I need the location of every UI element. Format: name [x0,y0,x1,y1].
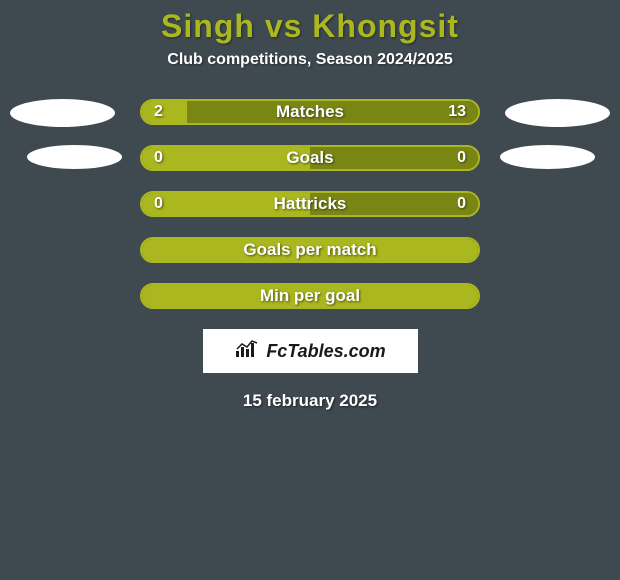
stat-fill-left [142,147,310,169]
stat-row: Matches213 [140,99,480,125]
stat-fill-left [142,193,310,215]
stat-row: Hattricks00 [140,191,480,217]
stat-fill-left [142,101,187,123]
stat-fill-right [310,147,478,169]
widget-root: Singh vs Khongsit Club competitions, Sea… [0,0,620,580]
stat-fill-full [142,239,478,261]
page-title: Singh vs Khongsit [0,0,620,45]
stats-area: Matches213 Goals00 Hattricks00 Goals per ma… [140,99,480,309]
player-badge-ellipse [10,99,115,127]
subtitle: Club competitions, Season 2024/2025 [0,51,620,69]
logo-text: FcTables.com [266,341,385,362]
player-badge-ellipse [505,99,610,127]
stat-fill-right [187,101,478,123]
logo-box: FcTables.com [203,329,418,373]
date-text: 15 february 2025 [0,391,620,411]
stat-row: Min per goal [140,283,480,309]
logo-chart-icon [234,339,260,364]
stat-fill-full [142,285,478,307]
player-badge-ellipse [500,145,595,169]
stat-row: Goals00 [140,145,480,171]
stat-fill-right [310,193,478,215]
player-badge-ellipse [27,145,122,169]
stat-row: Goals per match [140,237,480,263]
